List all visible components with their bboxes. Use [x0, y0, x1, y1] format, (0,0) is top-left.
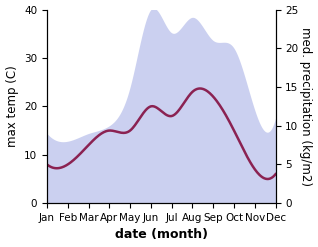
Y-axis label: med. precipitation (kg/m2): med. precipitation (kg/m2) — [300, 27, 313, 186]
Y-axis label: max temp (C): max temp (C) — [5, 65, 18, 147]
X-axis label: date (month): date (month) — [115, 228, 208, 242]
